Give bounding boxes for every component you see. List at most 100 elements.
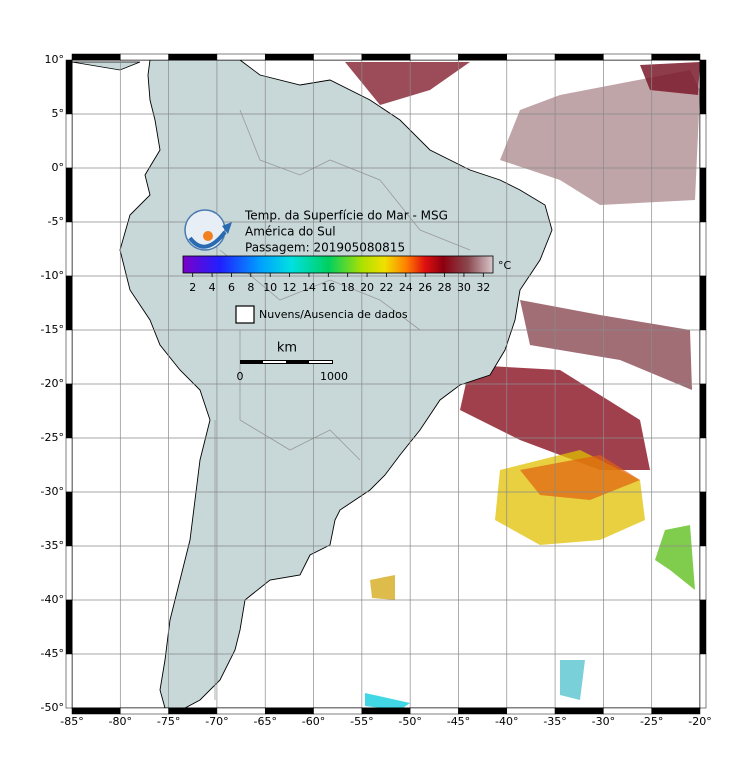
frame-bar <box>699 329 707 385</box>
frame-bar <box>168 707 218 715</box>
frame-bar <box>409 53 459 61</box>
sst-patch <box>345 62 470 105</box>
sst-patch <box>655 525 695 590</box>
frame-bar <box>264 707 314 715</box>
frame-bar <box>65 653 73 709</box>
frame-bar <box>554 53 604 61</box>
sst-patch <box>560 660 585 700</box>
lon-label: -75° <box>157 715 180 728</box>
frame-bar <box>699 437 707 493</box>
frame-bar <box>65 437 73 493</box>
lat-label: -20° <box>41 377 64 390</box>
lon-label: -25° <box>640 715 663 728</box>
scale-bar-segment <box>309 361 332 363</box>
frame-bar <box>699 167 707 223</box>
frame-bar <box>120 707 169 715</box>
lat-label: -5° <box>48 215 64 228</box>
colorbar-tick-label: 2 <box>189 281 196 294</box>
colorbar-tick-label: 6 <box>228 281 235 294</box>
colorbar <box>182 255 494 274</box>
frame-bar <box>651 53 701 61</box>
frame-bar <box>603 707 652 715</box>
colorbar-tick-label: 10 <box>263 281 277 294</box>
lon-label: -60° <box>302 715 325 728</box>
frame-bar <box>603 53 652 61</box>
frame-bar <box>699 545 707 601</box>
borders <box>214 109 471 700</box>
lat-label: -50° <box>41 701 64 714</box>
frame-bar <box>699 59 707 115</box>
lat-label: -40° <box>41 593 64 606</box>
colorbar-unit: °C <box>498 259 512 272</box>
sst-patch <box>520 300 692 390</box>
frame-bar <box>65 59 73 115</box>
lat-label: 10° <box>45 53 65 66</box>
lon-label: -20° <box>688 715 711 728</box>
colorbar-tick-label: 26 <box>418 281 432 294</box>
frame-bar <box>313 53 363 61</box>
frame-bar <box>699 491 707 547</box>
frame-bar <box>313 707 363 715</box>
title: Temp. da Superfície do Mar - MSG <box>244 209 448 223</box>
frame-bar <box>699 113 707 169</box>
lon-label: -65° <box>253 715 276 728</box>
frame-bar <box>71 707 121 715</box>
lon-label: -35° <box>543 715 566 728</box>
colorbar-tick-label: 22 <box>379 281 393 294</box>
colorbar-tick-label: 12 <box>283 281 297 294</box>
scale-bar-segment <box>263 361 286 363</box>
colorbar-tick-label: 30 <box>457 281 471 294</box>
colorbar-tick-label: 8 <box>247 281 254 294</box>
lon-label: -85° <box>60 715 83 728</box>
scale-bar <box>240 360 333 364</box>
lon-label: -45° <box>447 715 470 728</box>
frame-bar <box>506 707 556 715</box>
frame-bar <box>506 53 556 61</box>
frame-bar <box>458 707 508 715</box>
frame-bar <box>458 53 508 61</box>
frame-bar <box>651 707 701 715</box>
frame-bar <box>699 383 707 439</box>
frame-bar <box>65 167 73 223</box>
sst-patch <box>370 575 395 600</box>
frame-bar <box>168 53 218 61</box>
colorbar-tick-label: 4 <box>209 281 216 294</box>
frame-bar <box>216 53 266 61</box>
sst-patch <box>365 693 410 710</box>
colorbar-tick-label: 28 <box>438 281 452 294</box>
lat-label: -10° <box>41 269 64 282</box>
colorbar-tick-label: 20 <box>360 281 374 294</box>
frame-bar <box>65 113 73 169</box>
frame-bar <box>699 221 707 277</box>
lat-label: 0° <box>52 161 65 174</box>
colorbar-tick-label: 32 <box>476 281 490 294</box>
colorbar-ticks: 2 4 6 8 10 12 14 16 18 20 22 24 26 28 30 32 <box>189 273 490 294</box>
frame-bar <box>361 707 411 715</box>
land <box>71 61 141 71</box>
logo-arrow <box>222 222 232 234</box>
lat-label: 5° <box>52 107 65 120</box>
frame-bar <box>409 707 459 715</box>
logo-swoosh <box>188 230 227 249</box>
frame-bar <box>65 329 73 385</box>
frame-bar <box>65 383 73 439</box>
frame-bar <box>65 545 73 601</box>
colorbar-tick-label: 16 <box>321 281 335 294</box>
labels: 10° 5° 0° -5° -10° -15° -20° -25° -30° -35° -40° -4… <box>41 53 712 728</box>
colorbar-tick-label: 14 <box>302 281 316 294</box>
logo-circle <box>184 209 226 251</box>
lon-label: -55° <box>350 715 373 728</box>
pass-time: Passagem: 201905080815 <box>245 241 405 255</box>
lat-label: -45° <box>41 647 64 660</box>
frame-bar <box>65 275 73 331</box>
lon-label: -70° <box>205 715 228 728</box>
legend-swatch <box>235 305 255 324</box>
frame-bars <box>65 53 707 715</box>
legend-text: Nuvens/Ausencia de dados <box>259 308 408 321</box>
logo-sun <box>203 231 213 241</box>
lat-label: -25° <box>41 431 64 444</box>
base-layer <box>71 59 700 710</box>
sst-patch <box>500 70 700 205</box>
